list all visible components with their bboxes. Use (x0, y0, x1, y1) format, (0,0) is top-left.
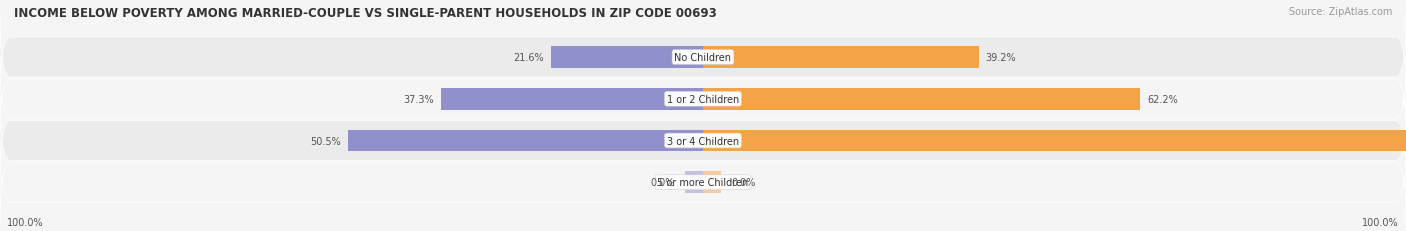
FancyBboxPatch shape (0, 140, 1406, 225)
Bar (349, 130, 703, 152)
Bar (703, 88, 1140, 110)
Bar (551, 47, 703, 69)
Text: 0.0%: 0.0% (731, 177, 755, 188)
Text: 62.2%: 62.2% (1147, 94, 1178, 104)
Text: 1 or 2 Children: 1 or 2 Children (666, 94, 740, 104)
Text: 5 or more Children: 5 or more Children (658, 177, 748, 188)
FancyBboxPatch shape (0, 15, 1406, 100)
Text: Source: ZipAtlas.com: Source: ZipAtlas.com (1288, 7, 1392, 17)
Text: 50.5%: 50.5% (311, 136, 340, 146)
Text: INCOME BELOW POVERTY AMONG MARRIED-COUPLE VS SINGLE-PARENT HOUSEHOLDS IN ZIP COD: INCOME BELOW POVERTY AMONG MARRIED-COUPL… (14, 7, 717, 20)
Text: 100.0%: 100.0% (1362, 217, 1399, 227)
Text: 0.0%: 0.0% (651, 177, 675, 188)
Bar (703, 130, 1406, 152)
FancyBboxPatch shape (0, 98, 1406, 183)
Text: No Children: No Children (675, 53, 731, 63)
FancyBboxPatch shape (0, 57, 1406, 142)
Bar (703, 172, 721, 193)
Text: 37.3%: 37.3% (404, 94, 434, 104)
Bar (441, 88, 703, 110)
Bar (703, 47, 979, 69)
Text: 21.6%: 21.6% (513, 53, 544, 63)
Text: 39.2%: 39.2% (986, 53, 1017, 63)
Text: 100.0%: 100.0% (7, 217, 44, 227)
Text: 3 or 4 Children: 3 or 4 Children (666, 136, 740, 146)
Bar (686, 172, 703, 193)
